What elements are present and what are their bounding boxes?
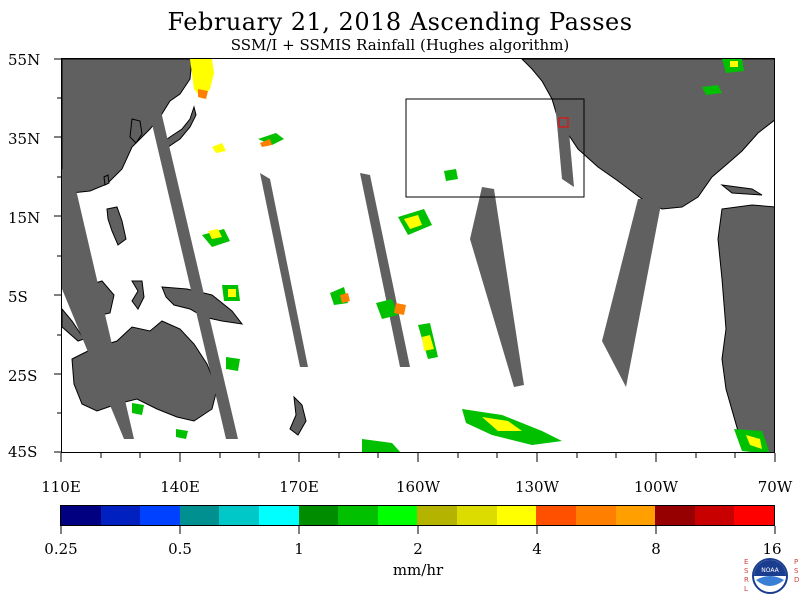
svg-text:D: D xyxy=(794,576,799,584)
svg-text:P: P xyxy=(794,558,798,566)
colorbar-label-2: 0.5 xyxy=(168,540,192,558)
colorbar-swatch-10 xyxy=(417,506,458,525)
colorbar-label-3: 1 xyxy=(294,540,304,558)
colorbar-label-4: 2 xyxy=(413,540,423,558)
lat-label-55n: 55N xyxy=(8,51,41,69)
lat-label-5s: 5S xyxy=(8,288,28,306)
land-celebes xyxy=(131,280,145,310)
colorbar-swatch-18 xyxy=(734,506,774,525)
land-new-zealand xyxy=(289,395,307,436)
rain-patches xyxy=(132,59,770,452)
colorbar-swatch-1 xyxy=(61,506,101,525)
noaa-logo: E S R L NOAA P S D xyxy=(744,558,799,594)
colorbar-swatch-16 xyxy=(655,506,695,525)
colorbar-swatch-5 xyxy=(219,506,260,525)
lon-label-170e: 170E xyxy=(279,478,319,496)
colorbar-swatch-14 xyxy=(575,506,616,525)
swath-gap-6 xyxy=(554,91,574,187)
rain-patch-nw-pacific xyxy=(258,133,284,145)
land-taiwan xyxy=(103,174,110,186)
colorbar-swatch-8 xyxy=(338,506,378,525)
colorbar-swatch-2 xyxy=(100,506,141,525)
rain-patch-australia-n xyxy=(226,357,240,371)
lon-label-130w: 130W xyxy=(514,478,560,496)
lat-label-35n: 35N xyxy=(8,130,41,148)
left-ticks xyxy=(54,58,61,453)
colorbar-label-5: 4 xyxy=(532,540,542,558)
swath-gap-5 xyxy=(470,187,524,387)
colorbar-swatch-13 xyxy=(536,506,576,525)
colorbar-swatch-12 xyxy=(496,506,537,525)
colorbar-swatch-15 xyxy=(615,506,656,525)
rainfall-map xyxy=(61,58,775,453)
rain-patch-tasman xyxy=(362,439,401,452)
station-marker xyxy=(558,117,569,128)
lat-label-25s: 25S xyxy=(8,367,38,385)
land-philippines xyxy=(106,206,127,246)
swath-gap-8 xyxy=(730,209,774,365)
colorbar-swatch-3 xyxy=(140,506,180,525)
svg-text:E: E xyxy=(744,558,748,566)
rain-patch-north-america xyxy=(702,85,722,95)
svg-text:L: L xyxy=(744,585,748,593)
lon-label-160w: 160W xyxy=(395,478,441,496)
colorbar-swatch-6 xyxy=(259,506,299,525)
lon-label-110e: 110E xyxy=(41,478,81,496)
land xyxy=(62,59,774,452)
swath-gap-4 xyxy=(360,173,410,367)
lat-label-15n: 15N xyxy=(8,209,41,227)
lon-label-70w: 70W xyxy=(757,478,793,496)
lon-label-140e: 140E xyxy=(160,478,200,496)
swath-gaps xyxy=(62,91,774,439)
bottom-ticks xyxy=(60,453,776,462)
region-box xyxy=(405,98,585,198)
svg-text:R: R xyxy=(744,576,749,584)
axis-ticks xyxy=(54,58,776,462)
colorbar xyxy=(60,505,775,526)
colorbar-label-7: 16 xyxy=(762,540,782,558)
land-cuba xyxy=(720,184,763,196)
colorbar-swatch-4 xyxy=(179,506,220,525)
colorbar-label-1: 0.25 xyxy=(44,540,78,558)
swath-gap-7 xyxy=(602,199,662,387)
land-sumatra xyxy=(62,308,85,342)
colorbar-ticks xyxy=(60,526,776,534)
swath-gap-1 xyxy=(62,169,134,439)
colorbar-swatch-7 xyxy=(298,506,339,525)
map-title: February 21, 2018 Ascending Passes xyxy=(167,8,633,36)
swath-gap-3 xyxy=(260,173,308,367)
logo-center-text: NOAA xyxy=(761,567,779,574)
colorbar-swatch-11 xyxy=(457,506,497,525)
colorbar-swatch-9 xyxy=(377,506,418,525)
colorbar-label-6: 8 xyxy=(651,540,661,558)
lon-label-100w: 100W xyxy=(633,478,679,496)
land-east-asia xyxy=(62,59,193,195)
rain-patch-japan-north xyxy=(190,59,214,99)
svg-text:S: S xyxy=(794,567,799,575)
svg-text:S: S xyxy=(744,567,749,575)
map-subtitle: SSM/I + SSMIS Rainfall (Hughes algorithm… xyxy=(230,36,570,54)
rain-patch-hawaii xyxy=(444,169,458,181)
land-korea xyxy=(129,118,143,144)
swath-gap-2 xyxy=(148,107,238,439)
colorbar-unit: mm/hr xyxy=(392,561,444,579)
lat-label-45s: 45S xyxy=(8,443,38,461)
colorbar-swatch-17 xyxy=(694,506,735,525)
